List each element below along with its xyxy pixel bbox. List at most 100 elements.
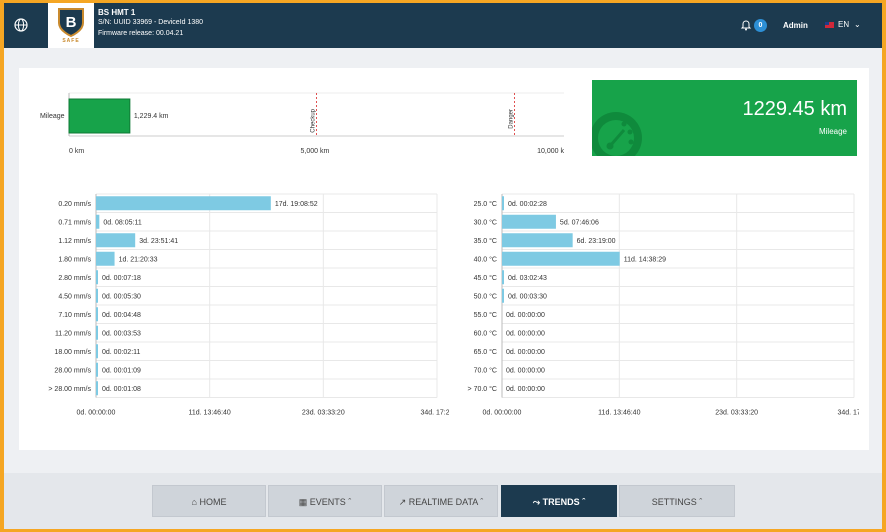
tick-label: 23d. 03:33:20 (715, 410, 758, 417)
vibration-chart: 0.20 mm/s 17d. 19:08:52 0.71 mm/s 0d. 08:05… (48, 193, 449, 417)
bar (502, 288, 504, 303)
bar-value-label: 0d. 00:00:00 (506, 349, 545, 356)
globe-icon[interactable] (12, 16, 30, 34)
bar (96, 270, 98, 285)
logo-text: SAFE (62, 38, 80, 44)
bar (96, 251, 115, 266)
category-label: 7.10 mm/s (58, 312, 91, 319)
bar (96, 362, 98, 377)
bar-value-label: 3d. 23:51:41 (139, 238, 178, 245)
trends-icon: ⤳ (532, 497, 541, 507)
tick-label: 34d. 17:20 (837, 410, 859, 417)
chevron-down-icon[interactable]: ⌄ (854, 20, 861, 29)
bar (96, 344, 98, 359)
bar-value-label: 0d. 00:05:30 (102, 293, 141, 300)
calendar-icon: ▦ (298, 497, 308, 507)
category-label: 1.80 mm/s (58, 256, 91, 263)
category-label: 45.0 °C (474, 274, 497, 282)
tick-label: 34d. 17:20 (420, 410, 449, 417)
category-label: 0.71 mm/s (58, 219, 91, 226)
temperature-chart: 25.0 °C 0d. 00:02:28 30.0 °C 5d. 07:46:06 35… (468, 193, 859, 417)
category-label: 55.0 °C (474, 311, 497, 319)
device-serial: S/N: UUID 33969 - DeviceId 1380 (98, 19, 204, 26)
category-label: 70.0 °C (474, 366, 497, 374)
nav-realtime-label: REALTIME DATA (408, 497, 478, 507)
chevron-up-icon: ˆ (480, 497, 484, 507)
bar-value-label: 0d. 00:01:08 (102, 386, 141, 393)
bar-value-label: 11d. 14:38:29 (624, 256, 666, 263)
tick-label: 0d. 00:00:00 (483, 410, 522, 417)
category-label: 0.20 mm/s (58, 201, 91, 208)
language-selector[interactable]: EN (838, 20, 850, 29)
company-logo[interactable]: B SAFE (48, 3, 94, 48)
notification-badge[interactable]: 0 (754, 19, 767, 32)
top-bar: B SAFE BS HMT 1 S/N: UUID 33969 - Device… (4, 3, 882, 48)
chevron-up-icon: ˆ (348, 497, 352, 507)
nav-home-label: HOME (199, 497, 227, 507)
device-name: BS HMT 1 (98, 8, 136, 17)
mileage-axis-label: Mileage (40, 113, 65, 120)
tick-label: 5,000 km (301, 148, 330, 155)
tick-label: 0d. 00:00:00 (77, 410, 116, 417)
nav-trends[interactable]: ⤳ TRENDS ˆ (501, 485, 617, 517)
bottom-nav: ⌂ HOME ▦ EVENTS ˆ ↗ REALTIME DATA ˆ ⤳ TR… (4, 473, 882, 529)
nav-home[interactable]: ⌂ HOME (152, 485, 266, 517)
bell-icon[interactable] (740, 19, 752, 31)
bar (96, 214, 100, 229)
tick-label: 0 km (69, 148, 84, 155)
bar (96, 381, 98, 396)
mileage-chart: Mileage 1,229.4 km Checkup Danger 0 km 5,000 … (40, 92, 564, 155)
home-icon: ⌂ (191, 497, 197, 507)
nav-realtime-data[interactable]: ↗ REALTIME DATA ˆ (384, 485, 498, 517)
bar-value-label: 1d. 21:20:33 (119, 256, 158, 263)
gauge-icon (592, 112, 642, 156)
marker-label-danger: Danger (509, 109, 515, 129)
marker-label-checkup: Checkup (311, 108, 317, 132)
firmware-release: Firmware release: 00.04.21 (98, 30, 184, 37)
bar-value-label: 17d. 19:08:52 (275, 201, 318, 208)
category-label: 30.0 °C (474, 218, 497, 226)
category-label: 25.0 °C (474, 200, 497, 208)
bar-value-label: 0d. 00:03:53 (102, 330, 141, 337)
category-label: 28.00 mm/s (54, 367, 91, 374)
bar-value-label: 0d. 00:00:00 (506, 330, 545, 337)
mileage-bar (68, 98, 131, 134)
category-label: 50.0 °C (474, 292, 497, 300)
tick-label: 23d. 03:33:20 (302, 410, 345, 417)
trends-panel: Mileage 1,229.4 km Checkup Danger 0 km 5,000 … (19, 68, 869, 450)
category-label: 4.50 mm/s (58, 293, 91, 300)
bar-value-label: 6d. 23:19:00 (577, 238, 616, 245)
category-label: 65.0 °C (474, 348, 497, 356)
nav-trends-label: TRENDS (542, 497, 580, 507)
bar (502, 270, 504, 285)
svg-text:B: B (66, 14, 77, 31)
mileage-value: 1229.45 km (742, 98, 847, 120)
mileage-bar-label: 1,229.4 km (134, 113, 169, 120)
bar-value-label: 0d. 00:02:28 (508, 201, 547, 208)
flag-uk-icon (825, 22, 834, 28)
bar-value-label: 0d. 00:02:11 (102, 349, 141, 356)
nav-settings[interactable]: SETTINGS ˆ (619, 485, 735, 517)
bar-value-label: 0d. 00:00:00 (506, 367, 545, 374)
tick-label: 10,000 k (537, 148, 564, 155)
mileage-card: 1229.45 km Mileage (592, 80, 857, 156)
category-label: 35.0 °C (474, 237, 497, 245)
bar-value-label: 0d. 00:07:18 (102, 275, 141, 282)
chevron-up-icon: ˆ (582, 497, 586, 507)
category-label: 40.0 °C (474, 255, 497, 263)
bar-value-label: 0d. 00:00:00 (506, 312, 545, 319)
bar (96, 288, 98, 303)
category-label: > 28.00 mm/s (48, 386, 91, 393)
bar-value-label: 0d. 00:00:00 (506, 386, 545, 393)
nav-events[interactable]: ▦ EVENTS ˆ (268, 485, 382, 517)
bar (502, 196, 504, 211)
category-label: 18.00 mm/s (54, 349, 91, 356)
user-menu[interactable]: Admin (783, 21, 808, 30)
category-label: 1.12 mm/s (58, 238, 91, 245)
bar-value-label: 5d. 07:46:06 (560, 219, 599, 226)
bar-value-label: 0d. 00:04:48 (102, 312, 141, 319)
category-label: 11.20 mm/s (55, 330, 92, 337)
bar (502, 214, 556, 229)
tick-label: 11d. 13:46:40 (189, 410, 231, 417)
bar (502, 233, 573, 248)
